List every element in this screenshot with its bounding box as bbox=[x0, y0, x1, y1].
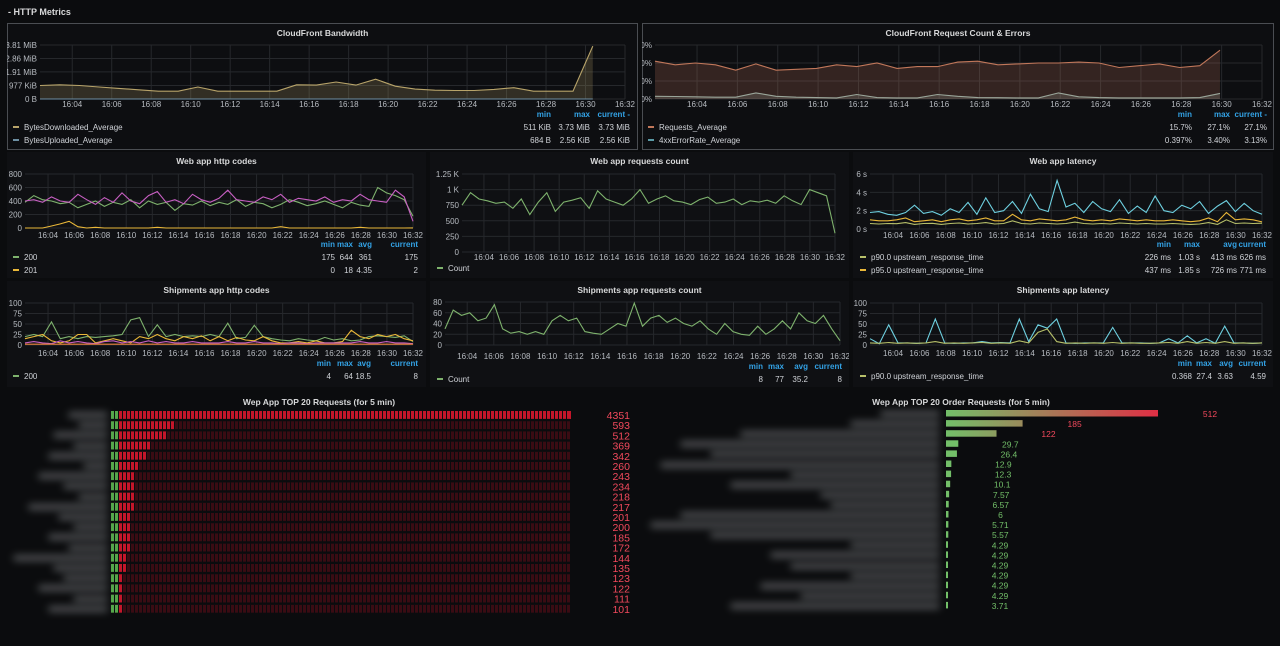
collapse-icon: - bbox=[8, 7, 11, 17]
panel-shipments-requests-count[interactable]: Shipments app requests count bbox=[430, 281, 849, 387]
panel-title[interactable]: Wep App TOP 20 Requests (for 5 min) bbox=[242, 397, 396, 407]
redacted-label bbox=[660, 461, 940, 468]
redacted-label bbox=[880, 411, 940, 417]
redacted-label bbox=[63, 483, 108, 490]
row-toggle-http-metrics[interactable]: - HTTP Metrics bbox=[8, 7, 71, 17]
redacted-label bbox=[790, 562, 940, 569]
redacted-label bbox=[78, 422, 108, 429]
panel-shipments-http-codes[interactable]: Shipments app http codes bbox=[7, 281, 426, 387]
redacted-label bbox=[73, 595, 108, 602]
panel-cloudfront-bandwidth[interactable]: CloudFront Bandwidth bbox=[7, 23, 638, 150]
panel-title[interactable]: Shipments app http codes bbox=[163, 285, 270, 295]
redacted-label bbox=[830, 501, 940, 508]
row-title: HTTP Metrics bbox=[13, 7, 71, 17]
redacted-label bbox=[790, 471, 940, 478]
redacted-label bbox=[73, 524, 108, 531]
redacted-label bbox=[850, 421, 940, 428]
panel-title[interactable]: Web app http codes bbox=[176, 156, 257, 166]
redacted-label bbox=[800, 592, 940, 599]
redacted-label bbox=[730, 602, 940, 609]
redacted-label bbox=[68, 412, 108, 418]
redacted-label bbox=[48, 452, 108, 459]
redacted-label bbox=[820, 491, 940, 498]
redacted-label bbox=[770, 552, 940, 559]
redacted-label bbox=[73, 442, 108, 449]
redacted-label bbox=[38, 585, 108, 592]
redacted-label bbox=[13, 554, 108, 561]
panel-title[interactable]: Web app requests count bbox=[590, 156, 689, 166]
redacted-label bbox=[83, 463, 108, 469]
panel-title[interactable]: Web app latency bbox=[1029, 156, 1097, 166]
redacted-label bbox=[68, 544, 108, 551]
panel-cloudfront-requests[interactable]: CloudFront Request Count & Errors bbox=[642, 23, 1274, 150]
redacted-label bbox=[48, 534, 108, 541]
redacted-label bbox=[53, 432, 108, 439]
panel-title[interactable]: Wep App TOP 20 Order Requests (for 5 min… bbox=[872, 397, 1050, 407]
redacted-label bbox=[710, 532, 940, 539]
redacted-label bbox=[28, 503, 108, 510]
panel-title[interactable]: Shipments app requests count bbox=[577, 285, 702, 295]
redacted-label bbox=[53, 565, 108, 571]
panel-title[interactable]: CloudFront Bandwidth bbox=[276, 28, 369, 38]
redacted-label bbox=[710, 451, 940, 458]
redacted-label bbox=[38, 473, 108, 480]
redacted-label bbox=[760, 582, 940, 589]
panel-webapp-latency[interactable]: Web app latency bbox=[853, 152, 1273, 278]
redacted-label bbox=[48, 605, 108, 612]
redacted-label bbox=[730, 481, 940, 488]
panel-webapp-http-codes[interactable]: Web app http codes bbox=[7, 152, 426, 278]
redacted-label bbox=[850, 542, 940, 549]
panel-title[interactable]: CloudFront Request Count & Errors bbox=[885, 28, 1031, 38]
redacted-label bbox=[850, 572, 940, 579]
redacted-label bbox=[63, 575, 108, 582]
redacted-label bbox=[680, 512, 940, 518]
redacted-label bbox=[650, 522, 940, 529]
redacted-label bbox=[680, 441, 940, 448]
redacted-label bbox=[78, 493, 108, 500]
panel-webapp-requests-count[interactable]: Web app requests count bbox=[430, 152, 849, 278]
redacted-label bbox=[58, 514, 108, 520]
redacted-label bbox=[740, 431, 940, 438]
panel-shipments-latency[interactable]: Shipments app latency bbox=[853, 281, 1273, 387]
panel-title[interactable]: Shipments app latency bbox=[1016, 285, 1110, 295]
